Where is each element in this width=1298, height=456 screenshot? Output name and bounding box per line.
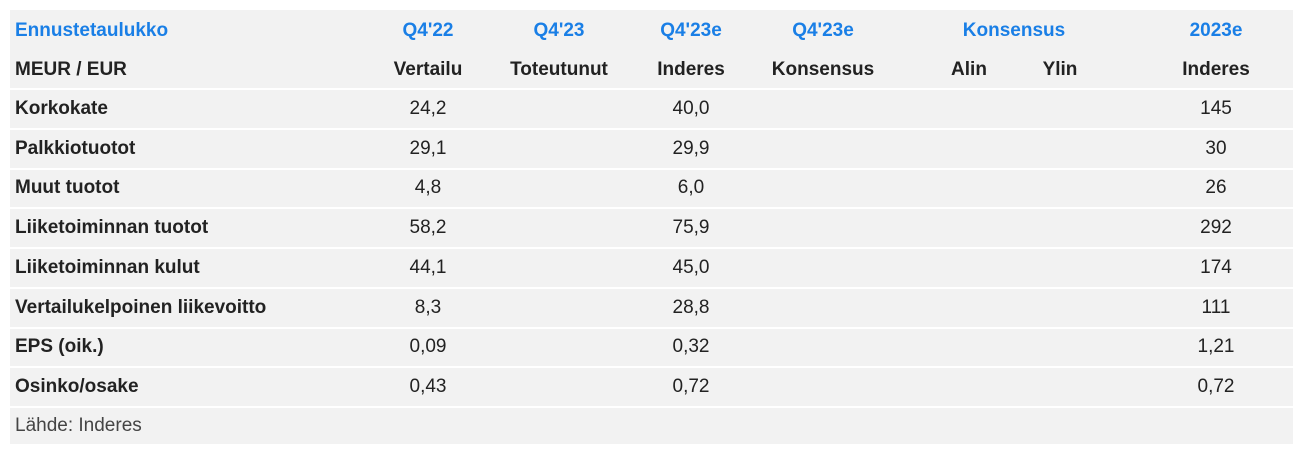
cell-q423e-inderes: 75,9: [672, 217, 710, 239]
cell-q422: 24,2: [409, 97, 447, 119]
cell-2023e: 145: [1200, 97, 1232, 119]
cell-q422: 0,43: [409, 376, 447, 398]
cell-q422: 8,3: [414, 296, 442, 318]
cell-q423e-inderes: 40,0: [672, 97, 710, 119]
subheader-alin: Alin: [951, 59, 987, 80]
subheader-ylin: Ylin: [1042, 59, 1078, 80]
header-row-top: Ennustetaulukko Q4'22 Q4'23 Q4'23e Q4'23…: [10, 10, 1293, 52]
cell-q423e-inderes: 45,0: [672, 256, 710, 278]
table-row: Vertailukelpoinen liikevoitto 8,3 28,8 111: [10, 289, 1293, 329]
cell-2023e: 111: [1201, 296, 1231, 318]
cell-q423e-inderes: 28,8: [672, 296, 710, 318]
cell-q422: 58,2: [409, 217, 447, 239]
cell-q422: 29,1: [409, 137, 447, 159]
header-q423e-inderes: Q4'23e: [660, 20, 722, 41]
table-row: Osinko/osake 0,43 0,72 0,72: [10, 368, 1293, 408]
table-row: Palkkiotuotot 29,1 29,9 30: [10, 130, 1293, 170]
cell-q423e-inderes: 6,0: [677, 177, 705, 199]
row-label: Osinko/osake: [15, 376, 139, 398]
cell-q422: 0,09: [409, 336, 447, 358]
row-label: Liiketoiminnan tuotot: [15, 217, 209, 239]
subheader-vertailu: Vertailu: [393, 59, 463, 80]
header-q423e-konsensus: Q4'23e: [792, 20, 854, 41]
cell-2023e: 174: [1200, 256, 1232, 278]
forecast-table: Ennustetaulukko Q4'22 Q4'23 Q4'23e Q4'23…: [10, 10, 1293, 444]
header-q423: Q4'23: [533, 20, 585, 41]
cell-q422: 4,8: [414, 177, 442, 199]
subheader-inderes: Inderes: [657, 59, 725, 80]
source-note: Lähde: Inderes: [15, 415, 142, 436]
row-label: Palkkiotuotot: [15, 137, 136, 159]
cell-q423e-inderes: 29,9: [672, 137, 710, 159]
cell-q423e-inderes: 0,72: [672, 376, 710, 398]
cell-2023e: 30: [1205, 137, 1227, 159]
header-row-sub: MEUR / EUR Vertailu Toteutunut Inderes K…: [10, 52, 1293, 90]
cell-2023e: 292: [1200, 217, 1232, 239]
row-label: Liiketoiminnan kulut: [15, 256, 200, 278]
row-label: Korkokate: [15, 97, 108, 119]
table-row: Liiketoiminnan tuotot 58,2 75,9 292: [10, 209, 1293, 249]
cell-q422: 44,1: [409, 256, 447, 278]
table-row: Korkokate 24,2 40,0 145: [10, 90, 1293, 130]
cell-q423e-inderes: 0,32: [672, 336, 710, 358]
subheader-konsensus: Konsensus: [771, 59, 875, 80]
table-row: EPS (oik.) 0,09 0,32 1,21: [10, 329, 1293, 369]
table-row: Liiketoiminnan kulut 44,1 45,0 174: [10, 249, 1293, 289]
subheader-2023e-inderes: Inderes: [1182, 59, 1250, 80]
cell-2023e: 0,72: [1197, 376, 1235, 398]
header-q422: Q4'22: [402, 20, 454, 41]
cell-2023e: 1,21: [1197, 336, 1235, 358]
table-row: Muut tuotot 4,8 6,0 26: [10, 170, 1293, 210]
header-2023e: 2023e: [1189, 20, 1243, 41]
cell-2023e: 26: [1205, 177, 1227, 199]
row-label: EPS (oik.): [15, 336, 104, 358]
header-konsensus-range: Konsensus: [962, 20, 1066, 41]
table-title: Ennustetaulukko: [15, 20, 169, 41]
row-label: Muut tuotot: [15, 177, 120, 199]
subheader-toteutunut: Toteutunut: [510, 59, 608, 80]
unit-label: MEUR / EUR: [15, 59, 127, 80]
row-label: Vertailukelpoinen liikevoitto: [15, 296, 267, 318]
